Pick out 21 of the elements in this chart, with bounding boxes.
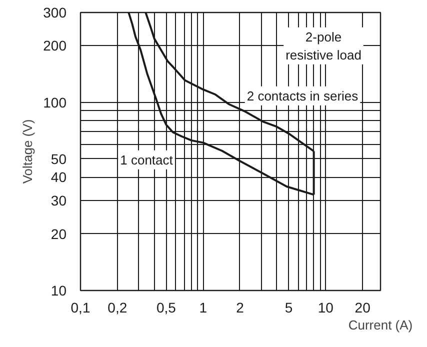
y-axis-title: Voltage (V) — [20, 119, 36, 184]
annotation: 2-pole resistive load — [286, 29, 362, 62]
x-tick-label: 5 — [284, 300, 293, 316]
x-tick-label: 0,5 — [156, 300, 176, 316]
x-tick-label: 0,1 — [70, 300, 90, 316]
x-tick-label: 1 — [199, 300, 208, 316]
y-tick-label: 30 — [50, 192, 67, 209]
x-axis-title: Current (A) — [348, 318, 413, 332]
x-tick-label: 20 — [354, 300, 371, 316]
annotation: 2 contacts in series — [246, 88, 359, 104]
x-tick-label: 10 — [318, 300, 334, 316]
y-tick-label: 10 — [50, 282, 67, 298]
y-tick-label: 40 — [50, 169, 67, 186]
x-tick-label: 2 — [236, 300, 244, 316]
y-tick-label: 20 — [50, 226, 67, 242]
y-tick-label: 300 — [43, 4, 67, 20]
y-tick-label: 50 — [50, 150, 67, 167]
y-tick-label: 200 — [43, 38, 67, 54]
x-tick-label: 0,2 — [108, 300, 128, 316]
y-tick-label: 100 — [43, 94, 67, 110]
annotation: 1 contact — [120, 152, 174, 168]
